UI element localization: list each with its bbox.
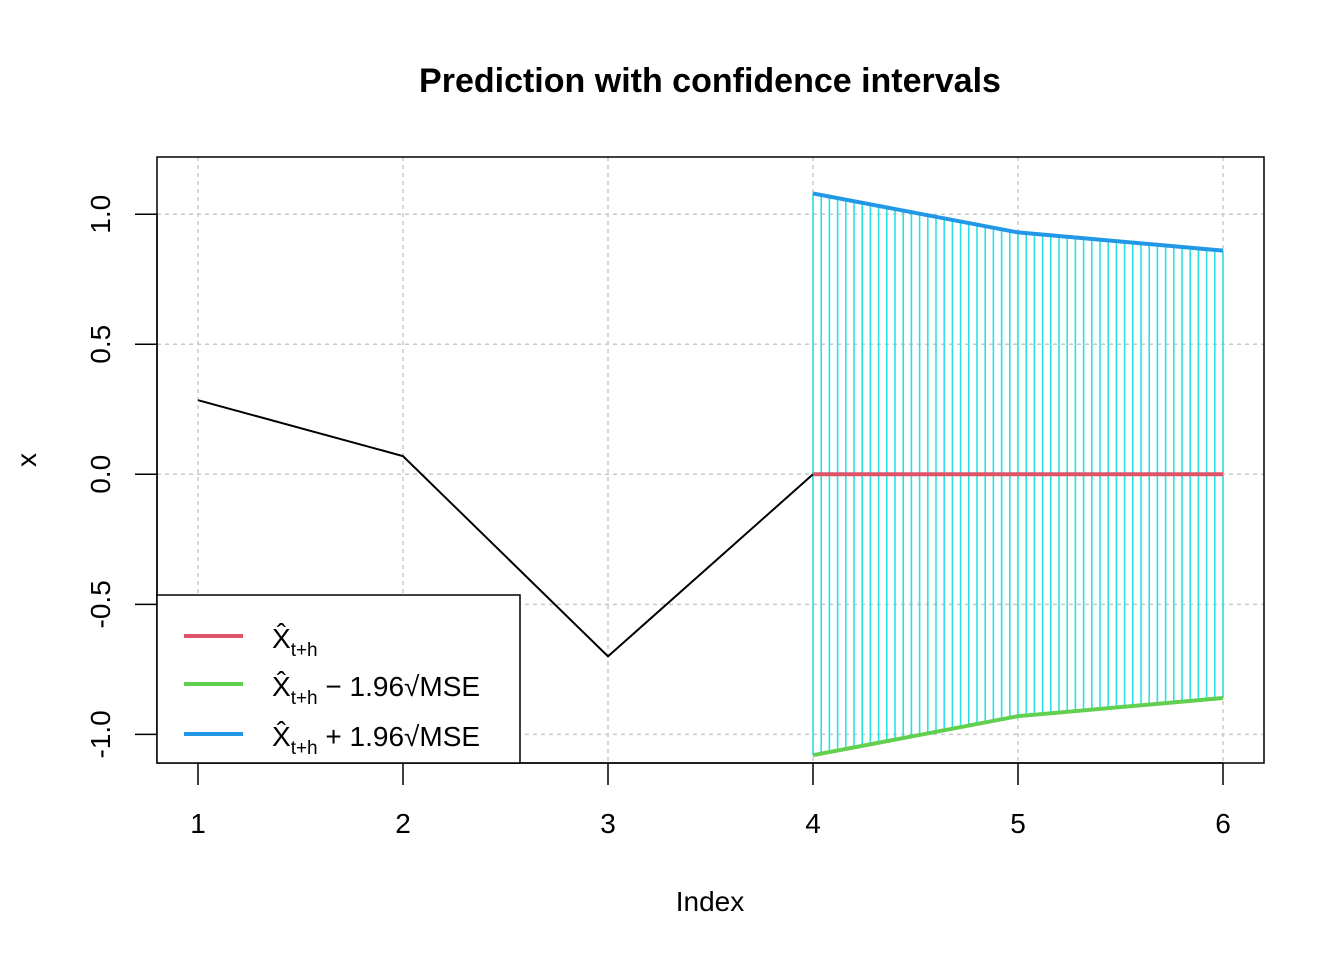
x-tick-label: 6 xyxy=(1215,808,1231,839)
x-axis: 1 2 3 4 5 6 xyxy=(190,762,1231,839)
legend-entry-label: X̂t+h − 1.96√MSE xyxy=(272,671,480,709)
y-axis-label: x xyxy=(11,453,42,467)
legend-entry-label: X̂t+h + 1.96√MSE xyxy=(272,721,480,759)
x-axis-label: Index xyxy=(676,886,745,917)
y-tick-label: 0.0 xyxy=(85,455,116,494)
series-lines xyxy=(197,191,1224,758)
lower-bound-line xyxy=(812,695,1224,758)
x-tick-label: 4 xyxy=(805,808,821,839)
x-tick-label: 3 xyxy=(600,808,616,839)
y-tick-label: -0.5 xyxy=(85,580,116,628)
upper-bound-line xyxy=(812,191,1224,253)
y-axis: -1.0 -0.5 0.0 0.5 1.0 xyxy=(85,195,158,759)
legend-entry-label: X̂t+h xyxy=(272,623,318,661)
y-tick-label: 1.0 xyxy=(85,195,116,234)
legend: X̂t+h X̂t+h − 1.96√MSE X̂t+h + 1.96√MSE xyxy=(156,594,521,764)
chart-title: Prediction with confidence intervals xyxy=(419,62,1001,100)
x-tick-label: 1 xyxy=(190,808,206,839)
observed-series-line xyxy=(197,399,814,658)
x-tick-label: 2 xyxy=(395,808,411,839)
y-tick-label: -1.0 xyxy=(85,710,116,758)
y-tick-label: 0.5 xyxy=(85,325,116,364)
x-tick-label: 5 xyxy=(1010,808,1026,839)
